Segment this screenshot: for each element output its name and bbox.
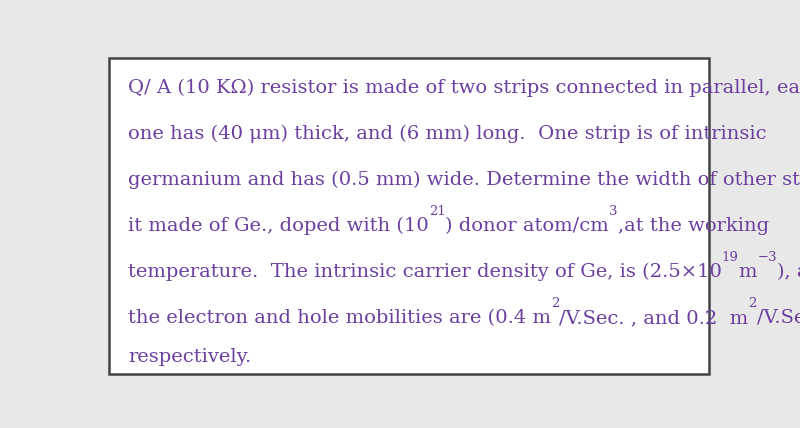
Text: Q/ A (10 KΩ) resistor is made of two strips connected in parallel, each: Q/ A (10 KΩ) resistor is made of two str…	[128, 78, 800, 97]
Text: /V.Sec. , and 0.2  m: /V.Sec. , and 0.2 m	[559, 309, 749, 327]
Text: the electron and hole mobilities are (0.4 m: the electron and hole mobilities are (0.…	[128, 309, 551, 327]
Text: one has (40 μm) thick, and (6 mm) long.  One strip is of intrinsic: one has (40 μm) thick, and (6 mm) long. …	[128, 125, 766, 143]
Text: ) donor atom/cm: ) donor atom/cm	[446, 217, 609, 235]
Text: ,at the working: ,at the working	[618, 217, 769, 235]
Text: respectively.: respectively.	[128, 348, 251, 366]
Text: m: m	[738, 263, 757, 281]
Text: ), and: ), and	[777, 263, 800, 281]
FancyBboxPatch shape	[110, 58, 710, 374]
Text: it made of Ge., doped with (10: it made of Ge., doped with (10	[128, 217, 429, 235]
Text: 2: 2	[749, 297, 757, 310]
Text: −3: −3	[757, 251, 777, 264]
Text: temperature.  The intrinsic carrier density of Ge, is (2.5×10: temperature. The intrinsic carrier densi…	[128, 263, 722, 281]
Text: germanium and has (0.5 mm) wide. Determine the width of other strip if: germanium and has (0.5 mm) wide. Determi…	[128, 171, 800, 189]
Text: 3: 3	[609, 205, 618, 218]
Text: 19: 19	[722, 251, 738, 264]
Text: 2: 2	[551, 297, 559, 310]
Text: 21: 21	[429, 205, 446, 218]
Text: /V.Sec.): /V.Sec.)	[757, 309, 800, 327]
